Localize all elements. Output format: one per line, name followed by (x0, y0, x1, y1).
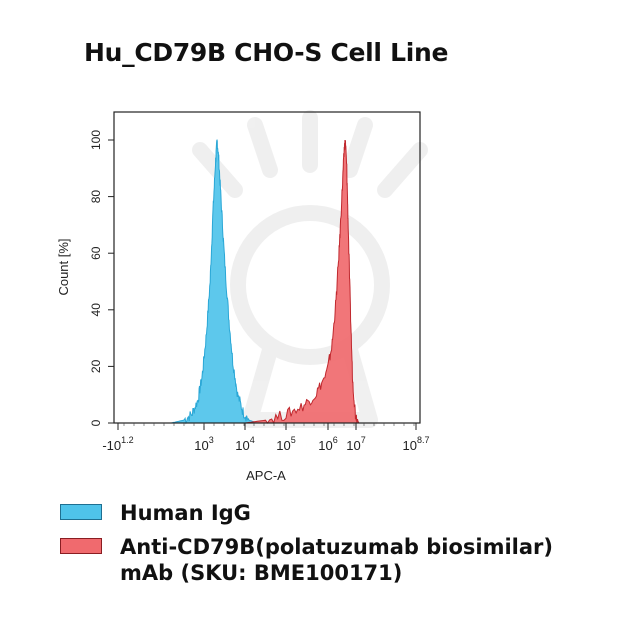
x-tick-label: -101.2 (102, 435, 133, 453)
legend: Human IgG Anti-CD79B(polatuzumab biosimi… (60, 500, 620, 590)
legend-item-anti-cd79b: Anti-CD79B(polatuzumab biosimilar) mAb (… (60, 534, 620, 590)
y-tick-label: 0 (89, 419, 103, 426)
series-area-0 (171, 139, 258, 425)
series-area-1 (244, 139, 360, 425)
plot-border (113, 111, 421, 424)
x-axis-label: APC-A (246, 468, 286, 483)
legend-item-human-igg: Human IgG (60, 500, 620, 528)
x-tick-label: 105 (276, 435, 295, 453)
legend-swatch-human-igg (60, 504, 102, 520)
y-tick-label: 20 (89, 359, 103, 373)
x-axis-ticks: -101.2 103 104 105 106 107 108.7 (102, 423, 429, 453)
y-axis-ticks: 0 20 40 60 80 100 (89, 130, 114, 426)
legend-label-anti-cd79b: Anti-CD79B(polatuzumab biosimilar) mAb (… (120, 535, 553, 585)
chart-title: Hu_CD79B CHO-S Cell Line (84, 38, 449, 67)
watermark-logo (192, 110, 428, 428)
x-tick-label: 104 (235, 435, 254, 453)
y-tick-label: 60 (89, 246, 103, 260)
legend-label-human-igg: Human IgG (120, 501, 251, 525)
plot-frame (113, 111, 421, 424)
y-tick-label: 100 (89, 130, 103, 150)
x-tick-label: 108.7 (403, 435, 430, 453)
x-tick-label: 107 (346, 435, 365, 453)
y-tick-label: 80 (89, 190, 103, 204)
series-layer (171, 139, 360, 425)
y-axis-label: Count [%] (56, 238, 71, 295)
legend-swatch-anti-cd79b (60, 538, 102, 554)
x-tick-label: 103 (194, 435, 213, 453)
x-tick-label: 106 (318, 435, 337, 453)
y-tick-label: 40 (89, 303, 103, 317)
